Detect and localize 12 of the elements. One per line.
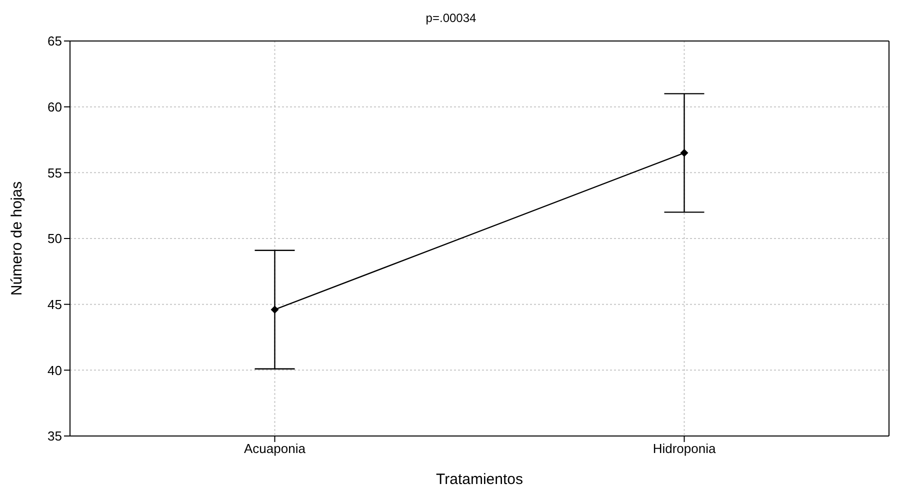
y-axis-title: Número de hojas	[8, 181, 26, 296]
y-tick-label: 45	[48, 296, 62, 312]
y-tick-label: 35	[48, 428, 62, 444]
y-tick-label: 40	[48, 362, 62, 378]
y-tick-label: 50	[48, 231, 62, 246]
x-axis-title: Tratamientos	[436, 471, 523, 488]
x-tick-label: Hidroponia	[652, 441, 716, 456]
y-tick-label: 55	[48, 165, 62, 180]
y-tick-label: 60	[48, 99, 62, 114]
y-tick-label: 65	[48, 34, 62, 49]
x-tick-label: Acuaponia	[244, 441, 306, 456]
chart-title: p=.00034	[424, 10, 478, 27]
